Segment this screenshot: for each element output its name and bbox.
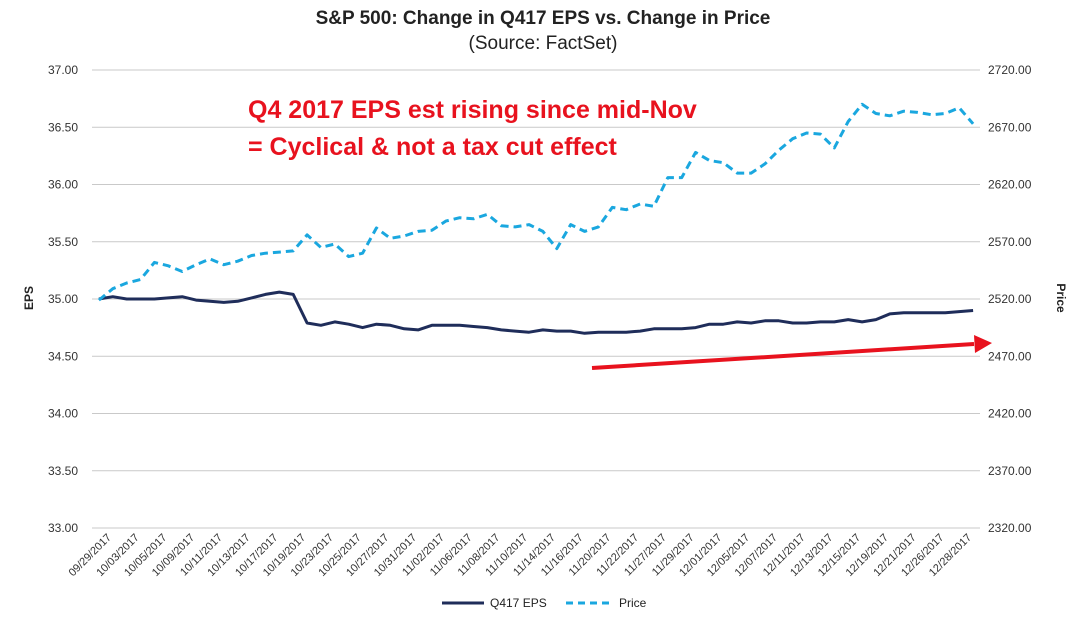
left-y-tick-label: 36.50 (48, 120, 78, 134)
legend-label-eps: Q417 EPS (490, 596, 547, 610)
left-y-tick-label: 36.00 (48, 178, 78, 192)
right-y-axis: 2320.00 2370.00 2420.00 2470.00 2520.00 2570.… (988, 63, 1032, 535)
left-y-tick-label: 33.50 (48, 464, 78, 478)
left-y-axis: 33.00 33.50 34.00 34.50 35.00 35.50 36.00 36.50… (48, 63, 78, 535)
right-y-tick-label: 2620.00 (988, 178, 1032, 192)
series-line-price (97, 102, 975, 302)
right-y-tick-label: 2520.00 (988, 292, 1032, 306)
gridlines (92, 69, 980, 529)
right-y-tick-label: 2570.00 (988, 235, 1032, 249)
trend-arrow-line (591, 342, 975, 370)
annotation-line-2: = Cyclical & not a tax cut effect (248, 133, 618, 161)
left-y-tick-label: 35.50 (48, 235, 78, 249)
left-y-tick-label: 35.00 (48, 292, 78, 306)
right-y-tick-label: 2720.00 (988, 63, 1032, 77)
annotation-line-1: Q4 2017 EPS est rising since mid-Nov (248, 96, 697, 124)
chart-subtitle: (Source: FactSet) (469, 33, 618, 54)
right-y-tick-label: 2420.00 (988, 407, 1032, 421)
series-line-eps (98, 290, 974, 335)
legend-label-price: Price (619, 596, 647, 610)
right-y-tick-label: 2370.00 (988, 464, 1032, 478)
trend-arrow-head (974, 335, 992, 353)
right-y-tick-label: 2470.00 (988, 349, 1032, 363)
legend: Q417 EPS Price (442, 596, 647, 610)
left-y-tick-label: 34.50 (48, 349, 78, 363)
chart-title: S&P 500: Change in Q417 EPS vs. Change i… (316, 8, 771, 29)
x-axis-ticks: 09/29/201710/03/201710/05/201710/09/2017… (67, 532, 975, 579)
right-axis-label: Price (1054, 283, 1068, 313)
left-axis-label: EPS (22, 286, 36, 310)
right-y-tick-label: 2670.00 (988, 120, 1032, 134)
left-y-tick-label: 33.00 (48, 521, 78, 535)
left-y-tick-label: 37.00 (48, 63, 78, 77)
left-y-tick-label: 34.00 (48, 407, 78, 421)
right-y-tick-label: 2320.00 (988, 521, 1032, 535)
series-layer (97, 102, 975, 335)
trend-arrow (591, 335, 992, 370)
